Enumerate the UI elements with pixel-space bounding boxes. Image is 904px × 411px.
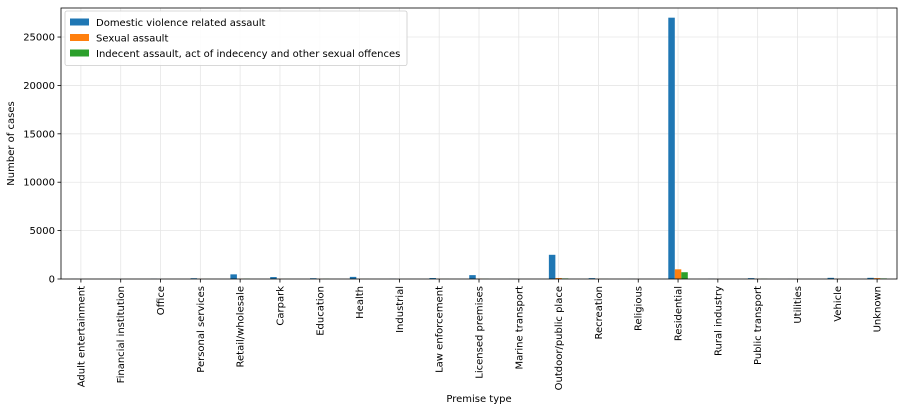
y-tick-label: 0	[49, 275, 55, 286]
x-tick-label: Industrial	[395, 286, 406, 333]
bar	[747, 278, 755, 279]
bar	[270, 277, 277, 279]
legend: Domestic violence related assault Sexual …	[64, 10, 408, 66]
bar	[469, 275, 476, 279]
x-tick-label: Religious	[634, 286, 645, 331]
x-tick-label: Law enforcement	[435, 286, 446, 373]
y-axis: 0 5000 10000 15000 20000 25000	[23, 33, 61, 286]
y-tick-label: 5000	[30, 226, 55, 237]
x-tick-label: Financial institution	[116, 286, 127, 383]
x-axis-label: Premise type	[446, 394, 511, 405]
x-tick-label: Recreation	[594, 286, 605, 339]
x-tick-label: Adult entertainment	[76, 286, 87, 387]
x-tick-label: Carpark	[275, 286, 286, 326]
bar	[555, 278, 562, 279]
x-tick-label: Personal services	[196, 286, 207, 373]
bar	[230, 274, 237, 279]
x-tick-label: Residential	[674, 286, 685, 341]
x-tick-label: Retail/wholesale	[236, 286, 247, 367]
bar	[867, 277, 874, 279]
y-axis-label: Number of cases	[6, 101, 17, 185]
bar	[548, 254, 556, 279]
legend-box	[64, 10, 408, 66]
y-tick-label: 20000	[23, 81, 55, 92]
y-tick-label: 10000	[23, 178, 55, 189]
x-tick-label: Office	[156, 286, 167, 315]
x-tick-label: Health	[355, 286, 366, 319]
x-tick-label: Education	[315, 286, 326, 336]
x-tick-label: Outdoor/public place	[554, 286, 565, 390]
x-tick-label: Vehicle	[833, 286, 844, 322]
x-tick-label: Unknown	[873, 286, 884, 332]
legend-label: Domestic violence related assault	[96, 18, 266, 29]
bar	[873, 278, 881, 279]
x-tick-label: Licensed premises	[475, 286, 486, 379]
bar	[681, 272, 688, 279]
x-tick-label: Public transport	[753, 286, 764, 365]
legend-swatch	[70, 49, 89, 57]
x-tick-label: Marine transport	[514, 286, 525, 370]
y-tick-label: 25000	[23, 33, 55, 44]
x-axis: Adult entertainment Financial institution…	[76, 279, 884, 390]
x-tick-label: Utilities	[793, 286, 804, 324]
y-tick-label: 15000	[23, 129, 55, 140]
bar	[429, 278, 436, 279]
bar	[668, 17, 675, 280]
bar	[674, 269, 682, 279]
bar	[827, 277, 835, 279]
legend-label: Indecent assault, act of indecency and o…	[96, 49, 400, 60]
x-tick-label: Rural industry	[713, 286, 724, 356]
legend-swatch	[70, 34, 89, 41]
legend-swatch	[70, 18, 89, 26]
legend-label: Sexual assault	[96, 34, 168, 45]
bar	[349, 276, 357, 279]
bar	[588, 278, 596, 279]
